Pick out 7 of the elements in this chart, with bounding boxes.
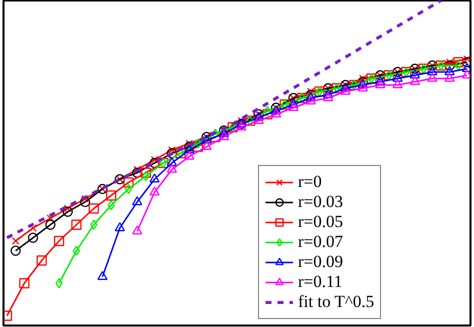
legend-label: r=0.11 — [298, 272, 342, 292]
legend-label: r=0.05 — [298, 212, 343, 232]
legend-label: r=0.03 — [298, 192, 343, 212]
legend-label: fit to T^0.5 — [298, 292, 374, 312]
legend-label: r=0.07 — [298, 232, 343, 252]
legend-label: r=0 — [298, 172, 322, 192]
legend-label: r=0.09 — [298, 252, 343, 272]
